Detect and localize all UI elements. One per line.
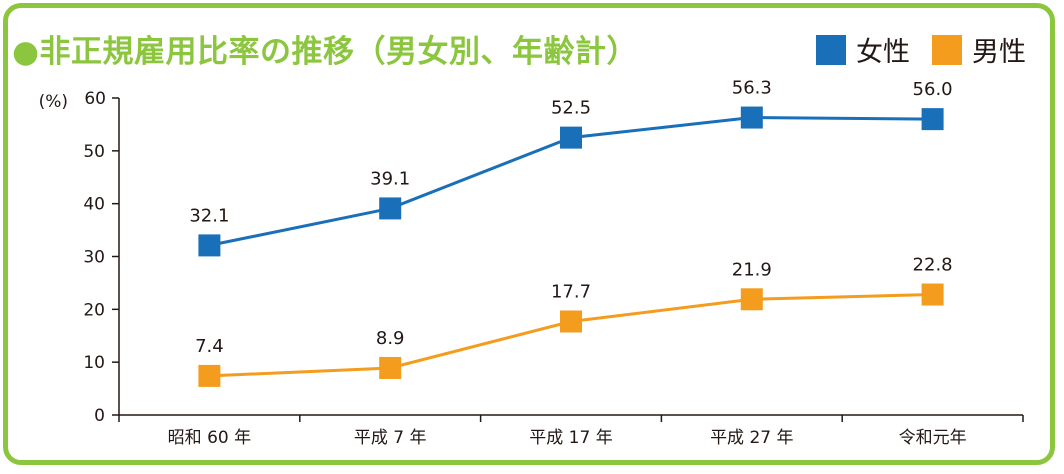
data-point-marker [198,364,221,387]
x-tick-label: 令和元年 [899,428,967,448]
x-tick-label: 平成 7 年 [354,428,427,448]
series-line-1 [209,293,933,378]
data-point-marker [379,197,402,220]
chart-title: ●非正規雇用比率の推移（男女別、年齢計） [12,34,639,70]
legend: 女性 男性 [794,30,1026,69]
x-tick-label: 平成 17 年 [529,428,612,448]
data-label: 52.5 [551,98,591,119]
x-tick-label: 平成 27 年 [710,428,793,448]
data-label: 22.8 [913,255,953,276]
data-point-marker [560,310,582,333]
data-label: 8.9 [376,328,405,349]
data-label: 7.4 [195,336,224,357]
data-label: 56.3 [732,78,772,99]
legend-swatch-male [932,34,962,65]
legend-item-female: 女性 [816,30,910,69]
markers [198,106,944,387]
x-tick-label: 昭和 60 年 [168,428,251,448]
y-tick-label: 50 [83,142,105,162]
data-point-marker [198,234,221,257]
legend-item-male: 男性 [932,30,1026,69]
data-label: 56.0 [913,79,953,100]
y-tick-label: 0 [94,406,105,426]
data-point-marker [560,126,582,149]
legend-label-female: 女性 [856,37,910,68]
data-label: 39.1 [370,168,410,189]
data-point-marker [921,108,944,131]
y-tick-label: 30 [83,248,105,268]
series-lines [209,116,933,378]
data-point-marker [379,356,402,379]
data-point-marker [921,283,944,306]
data-point-marker [740,288,763,311]
data-label: 21.9 [732,259,772,280]
data-labels: 32.1 39.1 52.5 56.3 56.0 7.4 8.9 17.7 21.9 22.8 [189,78,952,357]
data-label: 32.1 [189,205,229,226]
y-tick-label: 60 [84,89,106,109]
chart-frame [3,3,1055,465]
legend-swatch-female [816,34,846,65]
legend-label-male: 男性 [972,37,1026,68]
data-point-marker [740,106,763,129]
y-axis-unit: (%) [39,92,68,112]
y-tick-label: 20 [83,300,105,320]
y-tick-label: 10 [83,353,105,373]
data-label: 17.7 [551,281,591,302]
axes: 0 10 20 30 40 50 60 昭和 60 年 平成 7 年 平成 17 年 平成 27 年… [83,89,1024,448]
y-tick-label: 40 [83,195,105,215]
